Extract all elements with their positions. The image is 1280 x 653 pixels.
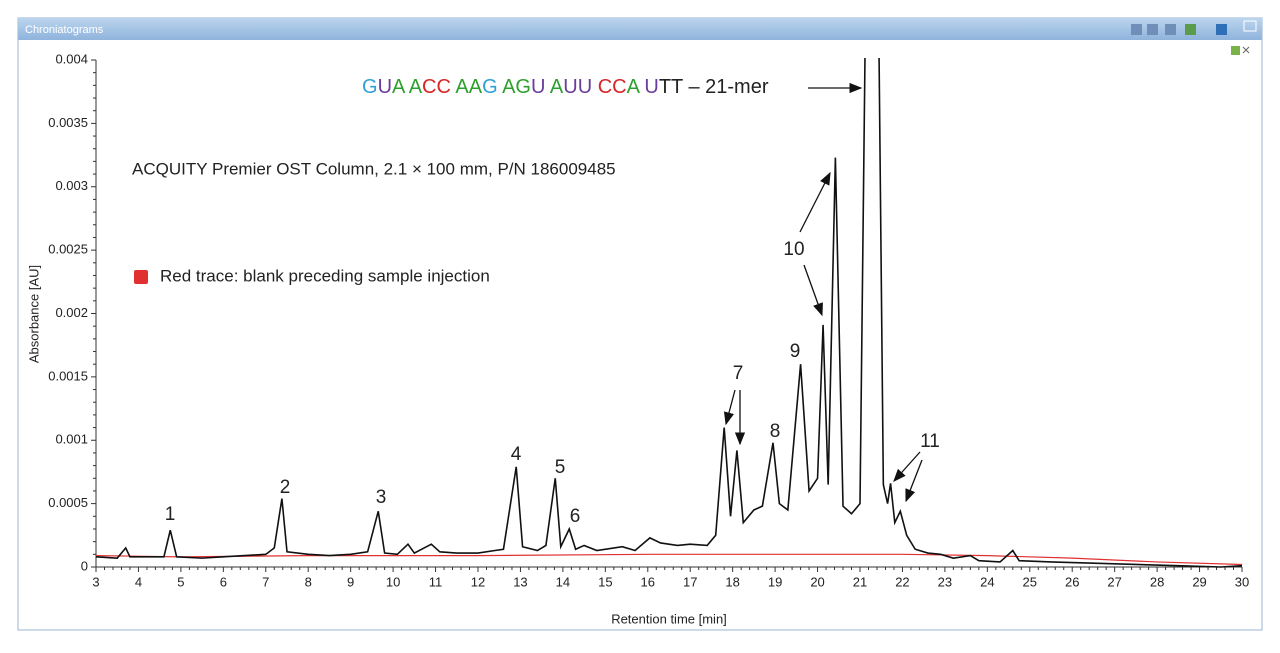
sequence-segment: U	[378, 76, 392, 98]
x-tick-label: 15	[598, 574, 612, 589]
sequence-segment: TT – 21-mer	[659, 76, 769, 98]
arrows	[723, 82, 923, 503]
trace	[96, 58, 1243, 568]
x-tick-label: 3	[92, 574, 99, 589]
peak-label: 7	[733, 363, 744, 384]
y-tick-label: 0.0005	[48, 495, 88, 510]
x-tick-label: 12	[471, 574, 485, 589]
peak-label: 6	[570, 506, 581, 527]
y-tick-label: 0.0025	[48, 242, 88, 257]
y-tick-label: 0.004	[55, 51, 88, 66]
tool-button[interactable]	[1216, 24, 1227, 35]
y-tick-label: 0	[81, 558, 88, 573]
column-note: ACQUITY Premier OST Column, 2.1 × 100 mm…	[132, 159, 616, 178]
peak-label: 3	[376, 487, 387, 508]
sequence-segment: CC	[422, 76, 451, 98]
restore-button[interactable]	[1243, 20, 1257, 32]
trace	[96, 553, 1243, 566]
x-tick-label: 18	[725, 574, 739, 589]
x-tick-label: 29	[1192, 574, 1206, 589]
x-tick-label: 23	[938, 574, 952, 589]
y-tick-label: 0.003	[55, 178, 88, 193]
close-button[interactable]	[1242, 46, 1250, 54]
x-tick-label: 28	[1150, 574, 1164, 589]
x-tick-label: 11	[429, 574, 443, 589]
peak-label: 8	[770, 421, 781, 442]
x-tick-label: 30	[1235, 574, 1249, 589]
peak-label: 9	[790, 341, 801, 362]
traces	[96, 58, 1243, 568]
x-tick-label: 8	[305, 574, 312, 589]
x-tick-label: 14	[556, 574, 570, 589]
legend-label: Red trace: blank preceding sample inject…	[160, 266, 490, 285]
window-title: Chroniatograms	[25, 24, 104, 36]
sequence-segment: U	[531, 76, 545, 98]
y-tick-label: 0.001	[55, 432, 88, 447]
sequence-segment: AA	[451, 76, 483, 98]
peak-label: 2	[280, 477, 291, 498]
x-tick-label: 24	[980, 574, 994, 589]
title-bar	[18, 18, 1262, 40]
sequence-segment: UU	[563, 76, 592, 98]
arrow	[723, 389, 736, 426]
y-tick-label: 0.0015	[48, 368, 88, 383]
sequence-segment: A	[545, 76, 563, 98]
toolbar	[1131, 20, 1257, 55]
legend-swatch	[134, 270, 148, 284]
peak-label: 5	[555, 457, 566, 478]
arrow	[799, 171, 831, 233]
x-tick-label: 20	[810, 574, 824, 589]
sequence-segment: AG	[498, 76, 531, 98]
sequence-segment: CC	[592, 76, 626, 98]
sequence-segment: U	[639, 76, 659, 98]
x-tick-label: 21	[853, 574, 867, 589]
peak-label: 10	[783, 239, 804, 260]
x-tick-label: 6	[220, 574, 227, 589]
x-tick-label: 5	[177, 574, 184, 589]
tool-button[interactable]	[1147, 24, 1158, 35]
peak-label: 1	[165, 504, 176, 525]
y-tick-label: 0.0035	[48, 115, 88, 130]
x-tick-label: 4	[135, 574, 142, 589]
pin-button[interactable]	[1231, 46, 1240, 55]
arrow	[893, 451, 921, 482]
x-tick-label: 9	[347, 574, 354, 589]
x-tick-label: 7	[262, 574, 269, 589]
sequence-segment: G	[482, 76, 498, 98]
x-tick-label: 16	[641, 574, 655, 589]
tool-button[interactable]	[1131, 24, 1142, 35]
window	[17, 17, 1263, 631]
sequence-segment: G	[362, 76, 378, 98]
peak-label: 11	[920, 431, 940, 452]
x-tick-label: 22	[895, 574, 909, 589]
x-tick-label: 26	[1065, 574, 1079, 589]
arrow	[905, 459, 923, 503]
x-axis-label: Retention time [min]	[611, 611, 727, 626]
arrow	[803, 264, 823, 317]
plot: 0 0.0005 0.001 0.0015 0.002 0.0025 0.003 0.0035…	[48, 51, 1249, 589]
peak-label: 4	[511, 444, 522, 465]
y-tick-label: 0.002	[55, 305, 88, 320]
x-tick-label: 25	[1023, 574, 1037, 589]
x-tick-label: 13	[513, 574, 527, 589]
sequence-annotation: GUA ACC AAG AGU AUU CCA UTT – 21-mer	[362, 76, 769, 98]
x-tick-label: 27	[1107, 574, 1121, 589]
x-tick-label: 19	[768, 574, 782, 589]
x-tick-label: 17	[683, 574, 697, 589]
sequence-segment: A	[627, 76, 641, 98]
sequence-segment: A A	[392, 76, 423, 98]
tool-button[interactable]	[1185, 24, 1196, 35]
tool-button[interactable]	[1165, 24, 1176, 35]
x-tick-label: 10	[386, 574, 400, 589]
y-axis-label: Absorbance [AU]	[26, 265, 41, 363]
